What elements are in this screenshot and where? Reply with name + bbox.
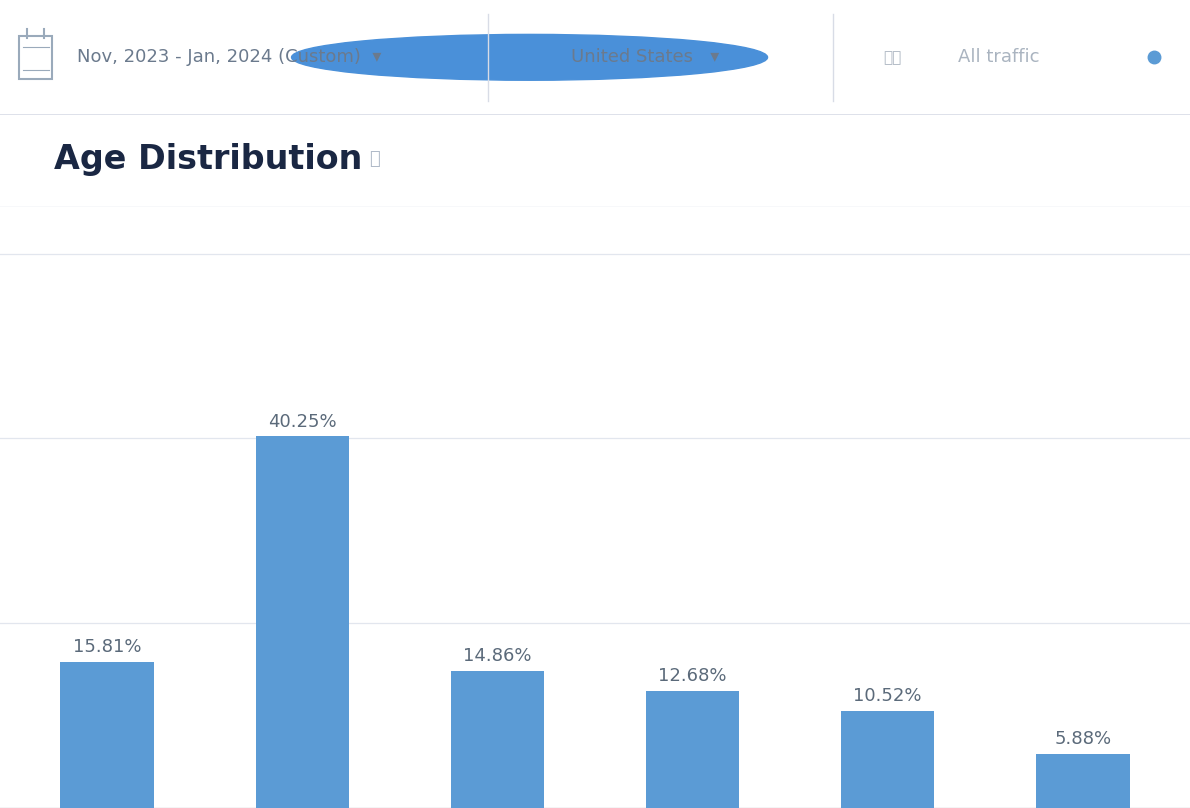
Text: Nov, 2023 - Jan, 2024 (Custom)  ▾: Nov, 2023 - Jan, 2024 (Custom) ▾ bbox=[77, 48, 382, 66]
Bar bbox=[61, 662, 155, 808]
Bar bbox=[841, 711, 934, 808]
Text: ⓘ: ⓘ bbox=[369, 150, 380, 168]
Text: 12.68%: 12.68% bbox=[658, 667, 727, 685]
Bar bbox=[451, 671, 544, 808]
Text: 40.25%: 40.25% bbox=[268, 413, 337, 431]
Bar bbox=[256, 436, 349, 808]
Text: Age Distribution: Age Distribution bbox=[54, 143, 362, 175]
Bar bbox=[1035, 754, 1129, 808]
Bar bbox=[646, 691, 739, 808]
Text: 15.81%: 15.81% bbox=[73, 638, 142, 656]
Circle shape bbox=[292, 35, 768, 80]
Text: All traffic: All traffic bbox=[958, 48, 1039, 66]
Text: United States   ▾: United States ▾ bbox=[571, 48, 720, 66]
Text: ⬜⬜: ⬜⬜ bbox=[883, 50, 902, 65]
Text: 10.52%: 10.52% bbox=[853, 688, 922, 705]
Text: 5.88%: 5.88% bbox=[1054, 730, 1111, 748]
Bar bbox=[19, 36, 52, 79]
Text: 14.86%: 14.86% bbox=[463, 647, 532, 665]
